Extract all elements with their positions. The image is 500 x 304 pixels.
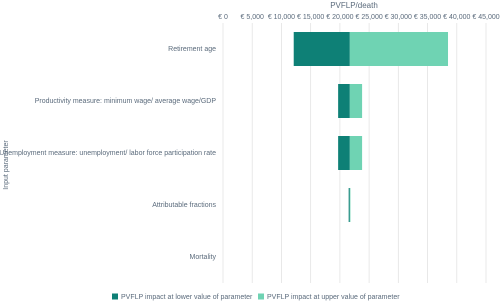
y-axis-title: Input parameter	[3, 140, 10, 190]
x-tick-label: € 30,000	[385, 14, 412, 21]
bar	[293, 32, 350, 66]
x-tick-label: € 15,000	[297, 14, 324, 21]
x-tick-label: € 35,000	[414, 14, 441, 21]
bar	[349, 188, 351, 222]
bar	[348, 188, 350, 222]
legend-label: PVFLP impact at lower value of parameter	[121, 294, 253, 301]
x-tick-label: € 10,000	[268, 14, 295, 21]
legend-swatch	[258, 293, 264, 300]
x-tick-label: € 20,000	[326, 14, 353, 21]
category-label: Retirement age	[168, 46, 216, 53]
category-label: Attributable fractions	[152, 202, 216, 209]
bar	[349, 136, 363, 170]
chart-title: PVFLP/death	[330, 1, 378, 10]
x-tick-label: € 5,000	[241, 14, 264, 21]
legend-label: PVFLP impact at upper value of parameter	[267, 294, 400, 301]
category-label: Mortality	[190, 254, 217, 261]
bar	[338, 136, 350, 170]
x-tick-label: € 0	[218, 14, 228, 21]
bar	[349, 84, 363, 118]
bar	[338, 84, 350, 118]
x-tick-label: € 40,000	[443, 14, 470, 21]
bar	[349, 32, 449, 66]
x-tick-label: € 45,000	[472, 14, 499, 21]
category-label: Unemployment measure: unemployment/ labo…	[0, 150, 216, 157]
category-label: Productivity measure: minimum wage/ aver…	[35, 98, 217, 105]
legend-swatch	[112, 293, 118, 300]
x-tick-label: € 25,000	[355, 14, 382, 21]
